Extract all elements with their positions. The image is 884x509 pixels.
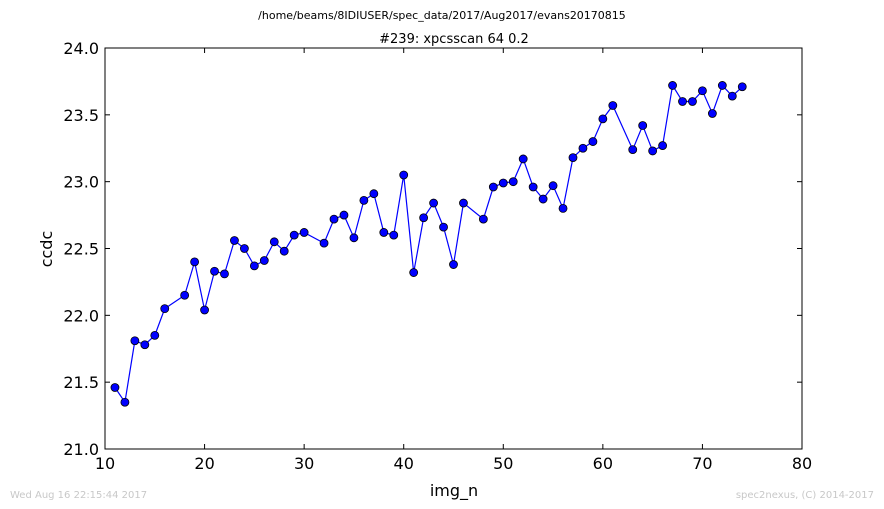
data-point [349, 233, 359, 243]
data-point [239, 244, 249, 253]
data-point [698, 86, 707, 96]
data-point [737, 82, 747, 92]
data-point [140, 340, 150, 350]
data-point [658, 141, 667, 150]
data-point [230, 236, 239, 245]
x-tick-label: 70 [692, 454, 712, 473]
data-point [727, 91, 737, 101]
y-tick-label: 21.5 [63, 373, 99, 392]
data-point [439, 222, 448, 232]
data-point [180, 290, 190, 300]
data-point [429, 198, 438, 208]
y-tick-label: 23.0 [63, 173, 99, 192]
footer-timestamp: Wed Aug 16 22:15:44 2017 [10, 490, 148, 501]
y-axis: 21.0 21.5 22.0 22.5 23.0 23.5 24.0 [63, 39, 802, 459]
x-tick-label: 60 [593, 454, 613, 473]
data-point [508, 177, 518, 187]
data-point [717, 81, 727, 90]
data-point [518, 154, 528, 164]
data-point [628, 145, 638, 154]
plot-area [104, 47, 803, 450]
y-tick-label: 24.0 [63, 39, 99, 58]
data-point [319, 238, 329, 248]
data-point [578, 143, 588, 153]
data-point [289, 230, 299, 240]
data-point [389, 230, 399, 240]
data-point [259, 256, 269, 265]
data-point [498, 178, 508, 188]
footer-credit: spec2nexus, (C) 2014-2017 [735, 490, 874, 501]
data-point [459, 198, 468, 208]
data-point [538, 194, 548, 204]
y-tick-label: 22.5 [63, 240, 99, 259]
data-point [528, 182, 538, 192]
data-point [369, 189, 379, 199]
data-point [130, 336, 140, 346]
data-point [688, 97, 697, 106]
y-tick-label: 23.5 [63, 106, 99, 125]
data-point [210, 266, 219, 276]
data-point [648, 146, 658, 156]
x-tick-label: 40 [394, 454, 414, 473]
data-point [588, 137, 598, 146]
data-point [339, 210, 349, 220]
x-tick-label: 50 [493, 454, 513, 473]
data-point [478, 214, 488, 224]
data-point [608, 101, 618, 110]
data-point [419, 213, 429, 223]
y-tick-label: 21.0 [63, 440, 99, 459]
data-point [150, 330, 160, 340]
y-axis-label: ccdc [37, 231, 56, 268]
data-point [269, 237, 279, 247]
data-point [299, 228, 309, 237]
chart-suptitle: /home/beams/8IDIUSER/spec_data/2017/Aug2… [258, 9, 626, 22]
data-point [160, 304, 170, 314]
data-point [668, 81, 677, 90]
data-point [409, 268, 419, 277]
data-point [548, 181, 558, 191]
chart-title: #239: xpcsscan 64 0.2 [379, 32, 529, 47]
x-tick-label: 10 [95, 454, 115, 473]
data-point [449, 260, 458, 269]
data-point [399, 170, 409, 180]
data-point [598, 114, 608, 124]
data-point [279, 246, 289, 256]
data-point [200, 305, 209, 315]
y-tick-label: 22.0 [63, 306, 99, 325]
x-tick-label: 80 [792, 454, 812, 473]
data-point [190, 257, 200, 267]
data-point [249, 261, 259, 271]
data-point [568, 153, 578, 163]
data-point [678, 97, 687, 106]
data-point [110, 383, 120, 392]
data-point [707, 109, 717, 118]
data-point [359, 195, 369, 205]
x-axis-label: img_n [430, 481, 478, 501]
data-point [379, 228, 389, 237]
series-layer [110, 81, 747, 407]
data-point [329, 214, 339, 224]
x-axis: 10 20 30 40 50 60 70 80 [95, 48, 812, 473]
data-point [638, 121, 648, 130]
data-point [488, 182, 498, 192]
x-tick-label: 30 [294, 454, 314, 473]
data-point [558, 203, 568, 213]
data-point [220, 269, 229, 279]
x-tick-label: 20 [194, 454, 214, 473]
data-point [120, 397, 130, 407]
